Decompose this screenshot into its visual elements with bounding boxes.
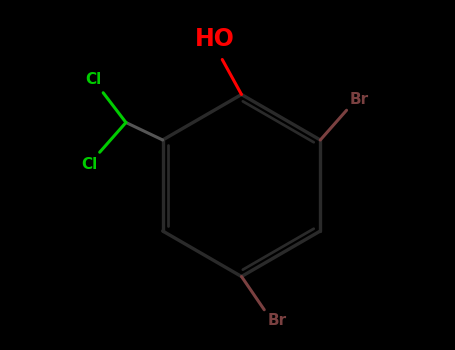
Text: HO: HO <box>195 27 235 51</box>
Text: Br: Br <box>350 92 369 107</box>
Text: Br: Br <box>268 313 287 328</box>
Text: Cl: Cl <box>85 72 101 88</box>
Text: Cl: Cl <box>82 158 98 173</box>
